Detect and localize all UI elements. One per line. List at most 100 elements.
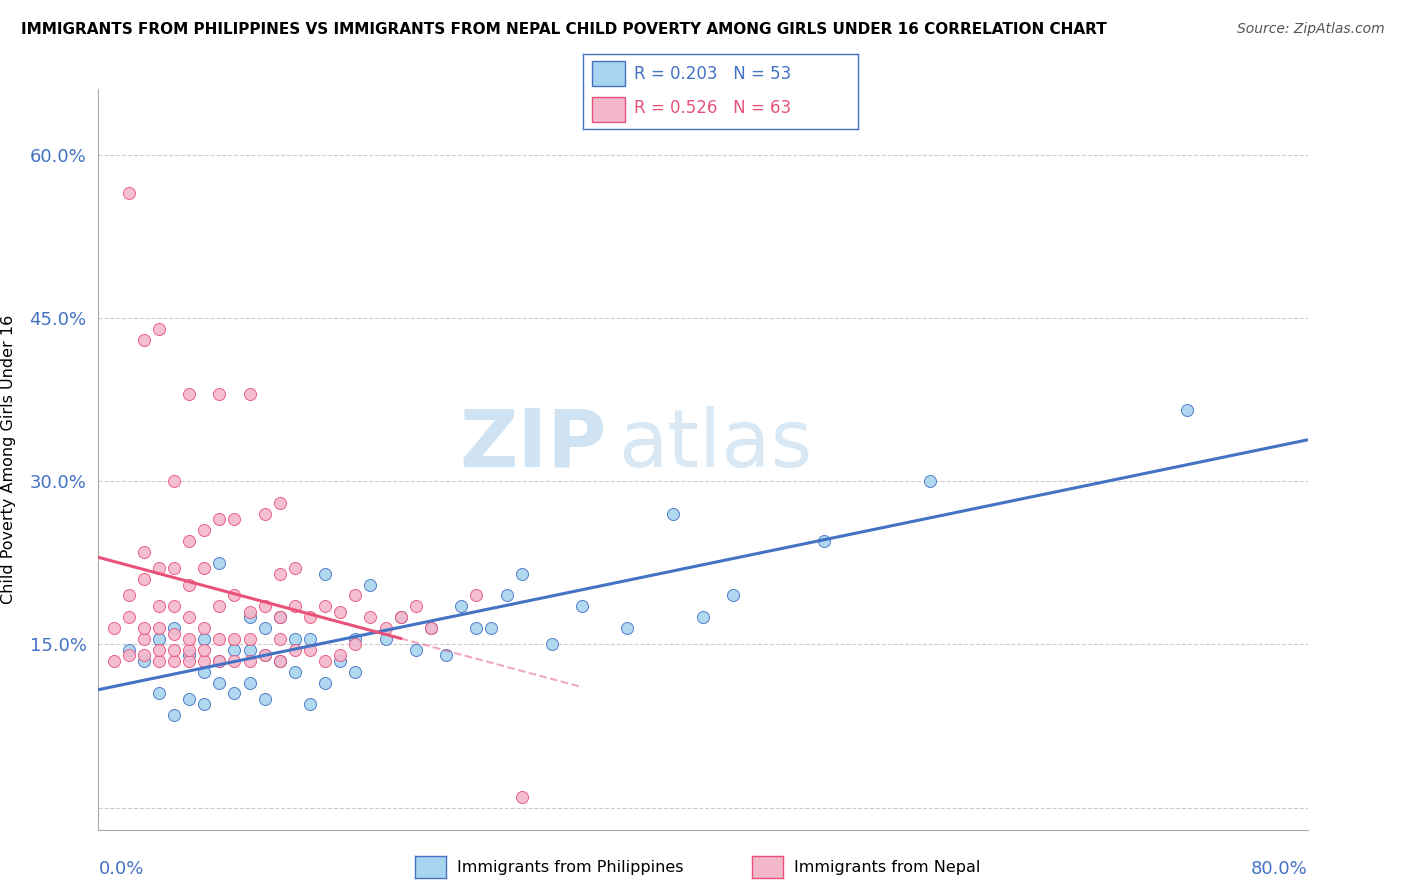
Point xyxy=(405,643,427,657)
Point xyxy=(132,648,155,663)
Point xyxy=(360,610,382,624)
Point xyxy=(434,648,457,663)
Point xyxy=(239,610,262,624)
Point xyxy=(284,561,307,575)
Point xyxy=(465,589,488,603)
Point xyxy=(253,599,276,614)
Point xyxy=(148,643,170,657)
Point xyxy=(269,610,291,624)
Point xyxy=(132,333,155,347)
Point xyxy=(269,654,291,668)
Point xyxy=(208,387,231,401)
Point xyxy=(103,654,125,668)
Point xyxy=(314,566,336,581)
Point xyxy=(284,632,307,646)
FancyBboxPatch shape xyxy=(592,96,624,122)
Point xyxy=(208,512,231,526)
Point xyxy=(420,621,443,635)
Point xyxy=(495,589,517,603)
Point xyxy=(148,621,170,635)
Point xyxy=(344,637,367,651)
Point xyxy=(179,643,201,657)
Point xyxy=(224,632,246,646)
Point xyxy=(253,692,276,706)
Point xyxy=(723,589,745,603)
Point xyxy=(224,589,246,603)
Point xyxy=(163,599,186,614)
Point xyxy=(193,665,215,679)
Point xyxy=(132,545,155,559)
Text: IMMIGRANTS FROM PHILIPPINES VS IMMIGRANTS FROM NEPAL CHILD POVERTY AMONG GIRLS U: IMMIGRANTS FROM PHILIPPINES VS IMMIGRANT… xyxy=(21,22,1107,37)
Point xyxy=(208,654,231,668)
Point xyxy=(118,610,141,624)
Point xyxy=(193,621,215,635)
Point xyxy=(299,698,322,712)
Point xyxy=(253,648,276,663)
Point xyxy=(179,654,201,668)
Point xyxy=(269,496,291,510)
Point xyxy=(148,322,170,336)
Point xyxy=(208,599,231,614)
Point xyxy=(510,789,533,804)
Point xyxy=(540,637,562,651)
Point xyxy=(253,621,276,635)
Point xyxy=(465,621,488,635)
Point xyxy=(163,561,186,575)
Text: atlas: atlas xyxy=(619,406,813,483)
Point xyxy=(208,632,231,646)
Point xyxy=(163,654,186,668)
Point xyxy=(284,599,307,614)
Point xyxy=(118,186,141,200)
Point xyxy=(193,654,215,668)
Point xyxy=(329,605,352,619)
Text: Immigrants from Nepal: Immigrants from Nepal xyxy=(794,860,981,874)
Point xyxy=(481,621,503,635)
Point xyxy=(224,654,246,668)
Point xyxy=(179,387,201,401)
Point xyxy=(692,610,714,624)
Point xyxy=(193,523,215,537)
Point xyxy=(179,577,201,591)
Point xyxy=(329,648,352,663)
Point xyxy=(179,648,201,663)
Point xyxy=(208,556,231,570)
Point xyxy=(224,512,246,526)
Point xyxy=(163,621,186,635)
Point xyxy=(163,474,186,488)
Point xyxy=(269,610,291,624)
Point xyxy=(132,621,155,635)
Point xyxy=(284,665,307,679)
Point xyxy=(148,561,170,575)
Text: Immigrants from Philippines: Immigrants from Philippines xyxy=(457,860,683,874)
Point xyxy=(239,387,262,401)
Point xyxy=(179,632,201,646)
Point xyxy=(389,610,412,624)
Point xyxy=(224,686,246,700)
Point xyxy=(179,534,201,549)
Point xyxy=(208,654,231,668)
Point xyxy=(299,643,322,657)
Point xyxy=(329,654,352,668)
Point xyxy=(344,589,367,603)
Point xyxy=(253,507,276,521)
Point xyxy=(132,572,155,586)
Point xyxy=(374,632,396,646)
Point xyxy=(239,632,262,646)
Point xyxy=(389,610,412,624)
Point xyxy=(148,686,170,700)
Point xyxy=(118,643,141,657)
Point xyxy=(193,561,215,575)
Point xyxy=(360,577,382,591)
Point xyxy=(239,654,262,668)
Point xyxy=(299,632,322,646)
Point xyxy=(253,648,276,663)
Point xyxy=(269,566,291,581)
Point xyxy=(450,599,472,614)
Text: 0.0%: 0.0% xyxy=(98,860,143,878)
FancyBboxPatch shape xyxy=(592,62,624,87)
Point xyxy=(661,507,683,521)
Point xyxy=(420,621,443,635)
Point xyxy=(179,610,201,624)
Point xyxy=(269,654,291,668)
Point xyxy=(239,675,262,690)
